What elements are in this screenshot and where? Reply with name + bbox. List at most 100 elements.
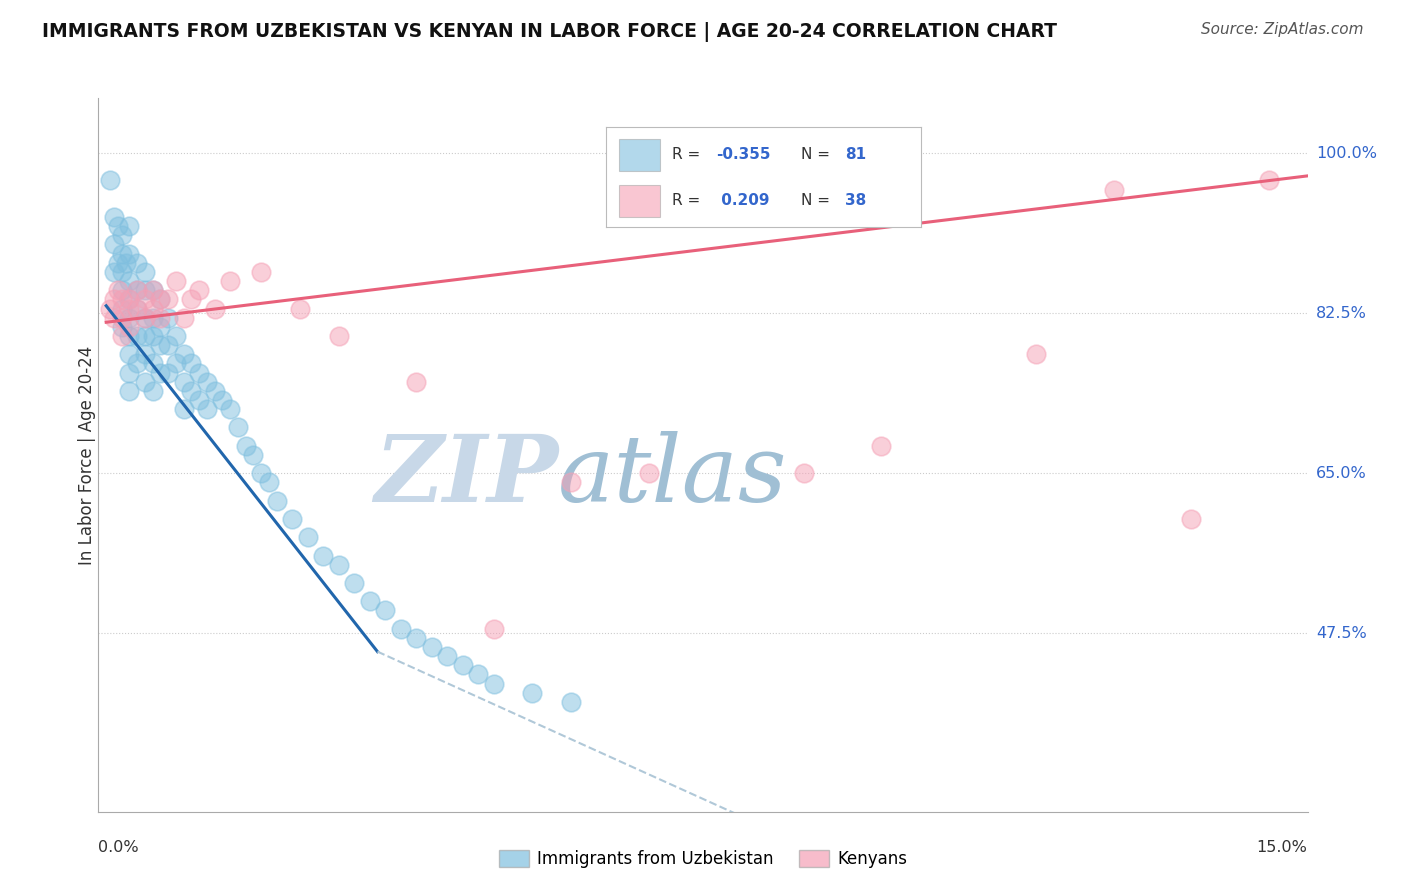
Text: ZIP: ZIP bbox=[374, 432, 558, 521]
FancyBboxPatch shape bbox=[619, 138, 659, 170]
Point bbox=[98, 301, 121, 316]
Point bbox=[134, 375, 156, 389]
Point bbox=[142, 384, 165, 398]
Point bbox=[219, 274, 242, 288]
Point bbox=[405, 631, 427, 645]
Point bbox=[118, 301, 141, 316]
Point bbox=[118, 310, 141, 325]
Point bbox=[188, 392, 211, 407]
Text: atlas: atlas bbox=[558, 432, 787, 521]
Point bbox=[118, 329, 141, 343]
Point bbox=[118, 384, 141, 398]
Point bbox=[157, 366, 180, 380]
Point bbox=[111, 310, 134, 325]
Point bbox=[242, 448, 264, 462]
Point bbox=[328, 329, 350, 343]
Point bbox=[142, 301, 165, 316]
Point bbox=[142, 310, 165, 325]
Point bbox=[188, 283, 211, 297]
Point bbox=[359, 594, 381, 608]
Point bbox=[107, 283, 129, 297]
Point bbox=[149, 366, 172, 380]
Point bbox=[343, 576, 366, 591]
Y-axis label: In Labor Force | Age 20-24: In Labor Force | Age 20-24 bbox=[79, 345, 96, 565]
Point bbox=[107, 256, 129, 270]
Point bbox=[173, 402, 195, 417]
Point bbox=[111, 283, 134, 297]
Point bbox=[134, 283, 156, 297]
Point bbox=[204, 384, 226, 398]
Point bbox=[157, 338, 180, 352]
Text: 65.0%: 65.0% bbox=[1316, 466, 1367, 481]
Point bbox=[312, 549, 335, 563]
Point bbox=[870, 439, 893, 453]
Point bbox=[188, 366, 211, 380]
Point bbox=[420, 640, 443, 654]
Point bbox=[173, 375, 195, 389]
Point bbox=[328, 558, 350, 572]
Text: 15.0%: 15.0% bbox=[1257, 840, 1308, 855]
Point bbox=[134, 329, 156, 343]
Point bbox=[257, 475, 280, 490]
Point bbox=[149, 319, 172, 334]
Point bbox=[226, 420, 249, 434]
Point bbox=[173, 310, 195, 325]
Text: R =: R = bbox=[672, 193, 710, 208]
Point bbox=[195, 375, 218, 389]
Point bbox=[297, 530, 319, 544]
Point bbox=[204, 301, 226, 316]
Point bbox=[127, 301, 149, 316]
Point bbox=[165, 274, 187, 288]
Point bbox=[134, 310, 156, 325]
Point bbox=[134, 265, 156, 279]
Point bbox=[118, 219, 141, 234]
Point bbox=[180, 356, 202, 370]
Point bbox=[103, 210, 125, 224]
Point bbox=[1102, 183, 1125, 197]
Point bbox=[1180, 512, 1202, 526]
Point bbox=[142, 283, 165, 297]
Point bbox=[482, 676, 505, 690]
Point bbox=[118, 319, 141, 334]
FancyBboxPatch shape bbox=[619, 185, 659, 217]
Point bbox=[142, 329, 165, 343]
Point bbox=[127, 356, 149, 370]
Point bbox=[637, 467, 659, 481]
Point bbox=[149, 310, 172, 325]
Point bbox=[288, 301, 311, 316]
Point bbox=[389, 622, 412, 636]
Point bbox=[114, 256, 136, 270]
Point bbox=[118, 246, 141, 260]
Point bbox=[118, 274, 141, 288]
Point bbox=[103, 293, 125, 307]
Point bbox=[127, 329, 149, 343]
Point bbox=[134, 347, 156, 361]
Point bbox=[142, 356, 165, 370]
Point bbox=[793, 467, 815, 481]
Point bbox=[165, 329, 187, 343]
Point bbox=[111, 319, 134, 334]
Point bbox=[111, 265, 134, 279]
Text: 81: 81 bbox=[845, 147, 866, 162]
Point bbox=[405, 375, 427, 389]
Point bbox=[111, 293, 134, 307]
Point bbox=[107, 219, 129, 234]
Point bbox=[211, 392, 233, 407]
Text: 47.5%: 47.5% bbox=[1316, 626, 1367, 640]
Point bbox=[118, 347, 141, 361]
Point bbox=[560, 695, 582, 709]
Point bbox=[482, 622, 505, 636]
Point bbox=[560, 475, 582, 490]
Point bbox=[111, 246, 134, 260]
Point bbox=[134, 310, 156, 325]
Point bbox=[111, 301, 134, 316]
Point bbox=[467, 667, 489, 681]
Point bbox=[165, 356, 187, 370]
Point bbox=[111, 228, 134, 243]
Point bbox=[149, 293, 172, 307]
Point bbox=[235, 439, 257, 453]
Text: 38: 38 bbox=[845, 193, 866, 208]
Point bbox=[219, 402, 242, 417]
Point bbox=[103, 265, 125, 279]
Text: Source: ZipAtlas.com: Source: ZipAtlas.com bbox=[1201, 22, 1364, 37]
